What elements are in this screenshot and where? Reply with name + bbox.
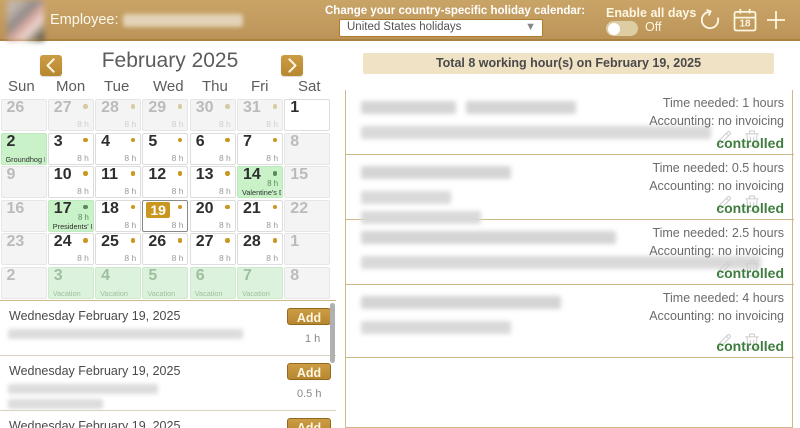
- svg-text:18: 18: [739, 18, 751, 29]
